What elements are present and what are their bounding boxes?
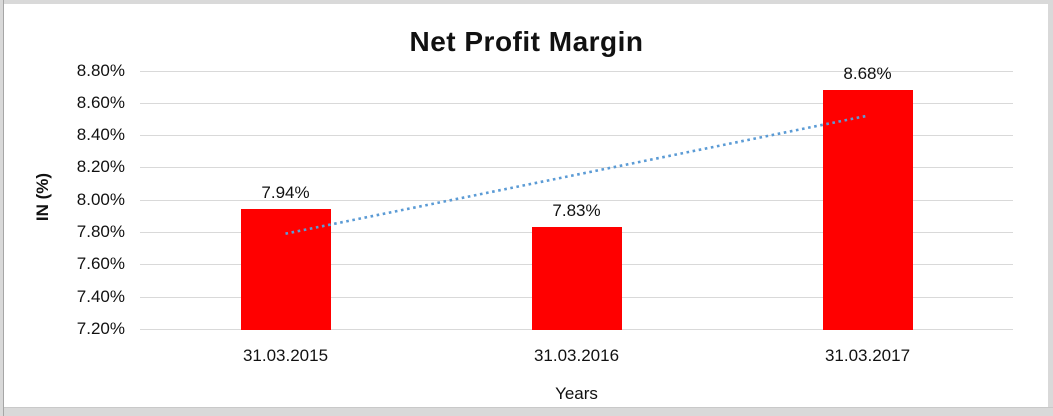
gridline [140, 102, 1013, 104]
bar-value-label: 7.83% [552, 201, 601, 221]
chart-title: Net Profit Margin [409, 26, 644, 57]
bar-value-label: 8.68% [843, 63, 892, 83]
x-axis-category-label: 31.03.2015 [242, 346, 329, 365]
chart-border-bottom [0, 408, 1053, 416]
y-axis-tick-label: 7.20% [76, 319, 125, 338]
gridline [140, 70, 1013, 72]
x-axis-category-label: 31.03.2017 [824, 346, 911, 365]
y-axis-tick-label: 8.40% [76, 125, 125, 145]
y-axis-tick-label: 8.60% [76, 92, 125, 112]
y-axis-tick-label: 7.60% [76, 254, 125, 274]
bar-value-label: 7.94% [261, 183, 310, 203]
y-axis-tick-label: 8.00% [76, 189, 125, 209]
y-axis-tick-label: 8.20% [76, 157, 125, 177]
chart-border-left [0, 0, 3, 416]
x-axis-title: Years [555, 384, 598, 403]
chart-border-right [1048, 0, 1053, 416]
y-axis-tick-label: 8.80% [76, 60, 125, 80]
y-axis-tick-label: 7.80% [76, 222, 125, 242]
bar-31.03.2015 [240, 209, 331, 330]
bar-31.03.2016 [531, 227, 622, 330]
x-axis-category-label: 31.03.2016 [533, 346, 620, 365]
y-axis-tick-label: 7.40% [76, 286, 125, 306]
bar-31.03.2017 [822, 89, 913, 330]
chart-border-top [0, 0, 1053, 4]
